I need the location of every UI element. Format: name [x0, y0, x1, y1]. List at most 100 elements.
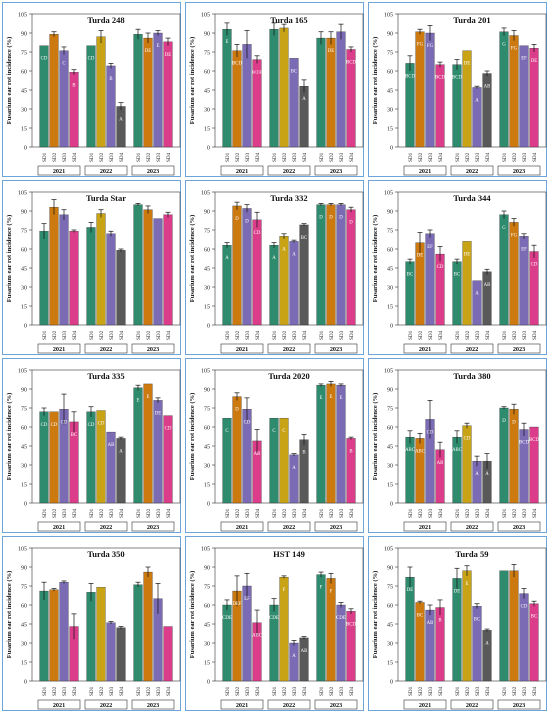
bar [326, 204, 336, 326]
year-label: 2023 [147, 168, 159, 175]
y-tick-label: 75 [387, 585, 393, 591]
x-tick-label: SD2 [282, 508, 288, 518]
y-tick-label: 90 [21, 210, 27, 216]
y-tick-label: 0 [207, 146, 210, 152]
year-label: 2021 [53, 524, 65, 531]
significance-letter: AB [254, 452, 261, 457]
y-tick-label: 105 [201, 547, 210, 553]
significance-letter: D [329, 216, 333, 221]
year-box [450, 343, 494, 354]
significance-letter: BC [531, 615, 537, 620]
chart-title: Turda 248 [87, 15, 124, 25]
x-tick-label: SD4 [349, 152, 355, 162]
x-tick-label: SD3 [109, 330, 115, 340]
year-box [403, 343, 447, 354]
significance-letter: A [282, 247, 286, 252]
significance-letter: BC [454, 273, 460, 278]
significance-letter: BC [417, 613, 423, 618]
year-box [267, 165, 311, 176]
y-axis-label: Fusarium ear rot incidence (%) [6, 393, 13, 481]
year-box [497, 165, 541, 176]
significance-letter: D [502, 419, 506, 424]
bar [242, 44, 252, 148]
x-tick-label: SD4 [349, 330, 355, 340]
significance-letter: B [438, 619, 441, 624]
significance-letter: DE [328, 49, 334, 54]
significance-letter: DE [464, 62, 470, 67]
significance-letter: BCD [346, 60, 356, 65]
x-tick-label: SD1 [319, 330, 325, 340]
x-tick-label: SD3 [522, 686, 528, 696]
x-tick-label: SD3 [156, 330, 162, 340]
x-tick-label: SD2 [146, 152, 152, 162]
y-tick-label: 90 [387, 566, 393, 572]
bar [279, 27, 289, 148]
x-tick-label: SD1 [455, 330, 461, 340]
y-tick-label: 15 [387, 127, 393, 133]
x-tick-label: SD1 [502, 330, 508, 340]
year-box [220, 343, 264, 354]
x-tick-label: SD3 [62, 152, 68, 162]
significance-letter: BCD [346, 622, 356, 627]
chart-title: Turda 332 [270, 193, 307, 203]
y-tick-label: 60 [387, 248, 393, 254]
year-box [84, 699, 128, 710]
x-tick-label: SD1 [502, 152, 508, 162]
significance-letter: D [349, 221, 353, 226]
x-tick-label: SD1 [319, 686, 325, 696]
bar [316, 37, 326, 148]
significance-letter: EF [521, 247, 527, 252]
significance-letter: CD [98, 422, 105, 427]
x-tick-label: SD1 [455, 152, 461, 162]
x-tick-label: SD3 [522, 152, 528, 162]
bar [472, 280, 482, 326]
bar [106, 431, 116, 504]
significance-letter: F [320, 586, 323, 591]
y-tick-label: 45 [204, 623, 210, 629]
y-tick-label: 15 [204, 483, 210, 489]
y-tick-label: 105 [384, 369, 393, 375]
y-tick-label: 15 [21, 305, 27, 311]
y-tick-label: 75 [21, 585, 27, 591]
bar [163, 214, 173, 326]
significance-letter: BC [474, 617, 480, 622]
significance-letter: E [330, 395, 333, 400]
x-tick-label: SD2 [512, 330, 518, 340]
year-box [37, 343, 81, 354]
x-tick-label: SD2 [329, 508, 335, 518]
x-tick-label: SD2 [465, 330, 471, 340]
bar [336, 385, 346, 504]
x-tick-label: SD1 [42, 508, 48, 518]
chart-title: Turda 2020 [268, 371, 310, 381]
significance-letter: D [235, 408, 239, 413]
y-tick-label: 90 [204, 32, 210, 38]
significance-letter: E [157, 44, 160, 49]
x-tick-label: SD2 [99, 686, 105, 696]
significance-letter: A [475, 292, 479, 297]
x-tick-label: SD2 [329, 152, 335, 162]
y-tick-label: 0 [390, 324, 393, 330]
y-tick-label: 105 [201, 191, 210, 197]
y-tick-label: 60 [204, 248, 210, 254]
bar [482, 630, 492, 682]
panel-frame [368, 2, 547, 177]
x-tick-label: SD1 [89, 508, 95, 518]
significance-letter: DE [155, 411, 161, 416]
y-tick-label: 60 [21, 426, 27, 432]
y-tick-label: 15 [387, 661, 393, 667]
bar [116, 250, 126, 326]
significance-letter: B [109, 77, 112, 82]
significance-letter: DE [165, 53, 171, 58]
bar [106, 622, 116, 682]
significance-letter: DE [454, 589, 460, 594]
year-label: 2023 [147, 524, 159, 531]
bar [163, 626, 173, 682]
x-tick-label: SD3 [62, 686, 68, 696]
x-tick-label: SD4 [119, 686, 125, 696]
x-tick-label: SD2 [235, 330, 241, 340]
bar [435, 449, 445, 504]
x-tick-label: SD3 [475, 330, 481, 340]
chart-panel-12: Turda 59 Fusarium ear rot incidence (%) 0 1… [368, 536, 547, 711]
y-tick-label: 0 [24, 502, 27, 508]
